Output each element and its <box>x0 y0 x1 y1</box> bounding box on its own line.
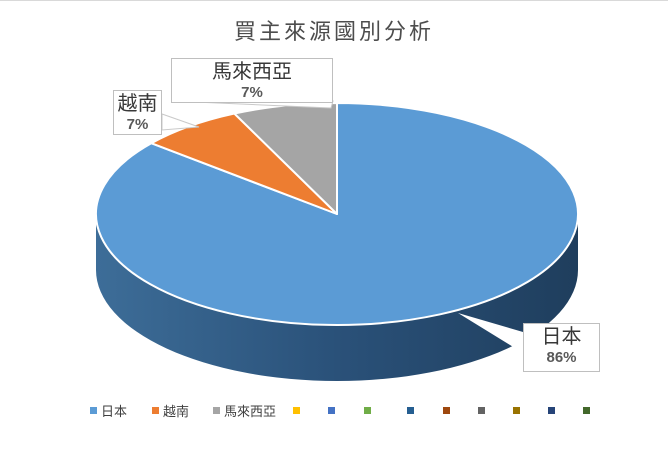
data-label-malaysia-name: 馬來西亞 <box>212 61 292 83</box>
legend-swatch-icon <box>364 406 371 414</box>
pie-side-3d <box>96 214 578 381</box>
data-label-vietnam[interactable]: 越南 7% <box>113 90 162 135</box>
legend-item-0[interactable]: 日本 <box>90 402 128 419</box>
legend-swatch-icon <box>443 406 450 414</box>
legend-label: 日本 <box>101 403 128 419</box>
data-label-vietnam-percent: 7% <box>126 116 149 133</box>
legend-item-3[interactable] <box>293 402 300 418</box>
legend-label: 越南 <box>163 403 190 419</box>
legend-swatch-icon <box>293 406 300 414</box>
legend-swatch-icon <box>583 406 590 414</box>
legend-swatch-icon <box>90 406 97 414</box>
legend-item-9[interactable] <box>513 402 520 418</box>
legend-swatch-icon <box>152 406 159 414</box>
data-label-vietnam-name: 越南 <box>117 93 158 115</box>
legend-swatch-icon <box>478 406 485 414</box>
chart-frame-top-border <box>0 0 668 1</box>
legend-label: 馬來西亞 <box>224 403 277 419</box>
legend-item-10[interactable] <box>548 402 555 418</box>
legend-item-7[interactable] <box>443 402 450 418</box>
legend-item-1[interactable]: 越南 <box>152 402 190 419</box>
legend-item-11[interactable] <box>583 402 590 418</box>
legend-item-2[interactable]: 馬來西亞 <box>213 402 277 419</box>
legend-swatch-icon <box>328 406 335 414</box>
legend-swatch-icon <box>213 406 220 414</box>
legend-item-5[interactable] <box>364 402 371 418</box>
data-label-malaysia-percent: 7% <box>241 84 263 101</box>
legend-item-6[interactable] <box>407 402 414 418</box>
chart-title[interactable]: 買主來源國別分析 <box>233 19 434 44</box>
leader-line-vietnam <box>161 113 200 131</box>
data-label-japan[interactable]: 日本 86% <box>523 323 600 372</box>
legend-swatch-icon <box>548 406 555 414</box>
leader-line-japan <box>458 313 523 353</box>
data-label-malaysia[interactable]: 馬來西亞 7% <box>171 58 333 103</box>
legend-item-4[interactable] <box>328 402 335 418</box>
chart-legend: 日本 越南 馬來西亞 <box>0 402 668 420</box>
legend-swatch-icon <box>407 406 414 414</box>
data-label-japan-name: 日本 <box>541 326 582 348</box>
data-label-japan-percent: 86% <box>546 349 577 366</box>
legend-swatch-icon <box>513 406 520 414</box>
legend-item-8[interactable] <box>478 402 485 418</box>
